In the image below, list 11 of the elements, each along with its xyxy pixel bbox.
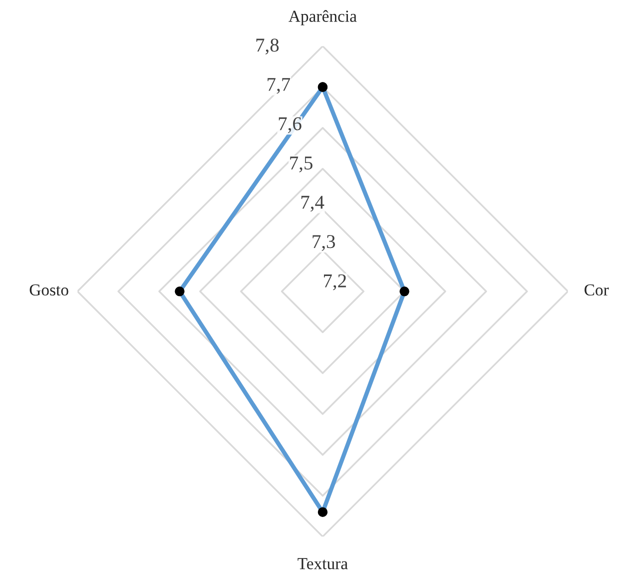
y-tick-label: 7,7: [268, 78, 290, 94]
y-tick-label: 7,4: [301, 196, 324, 212]
y-tick-label: 7,3: [312, 235, 335, 251]
y-tick-label: 7,5: [290, 156, 312, 172]
y-tick-label: 7,2: [324, 274, 346, 290]
spoke-label: Aparência: [288, 10, 357, 26]
spoke-label: Gosto: [30, 284, 68, 296]
spoke-label: Cor: [584, 284, 609, 296]
spoke-label: Textura: [298, 558, 348, 570]
y-tick-label: 7,8: [256, 38, 279, 55]
y-tick-label: 7,6: [278, 117, 302, 134]
